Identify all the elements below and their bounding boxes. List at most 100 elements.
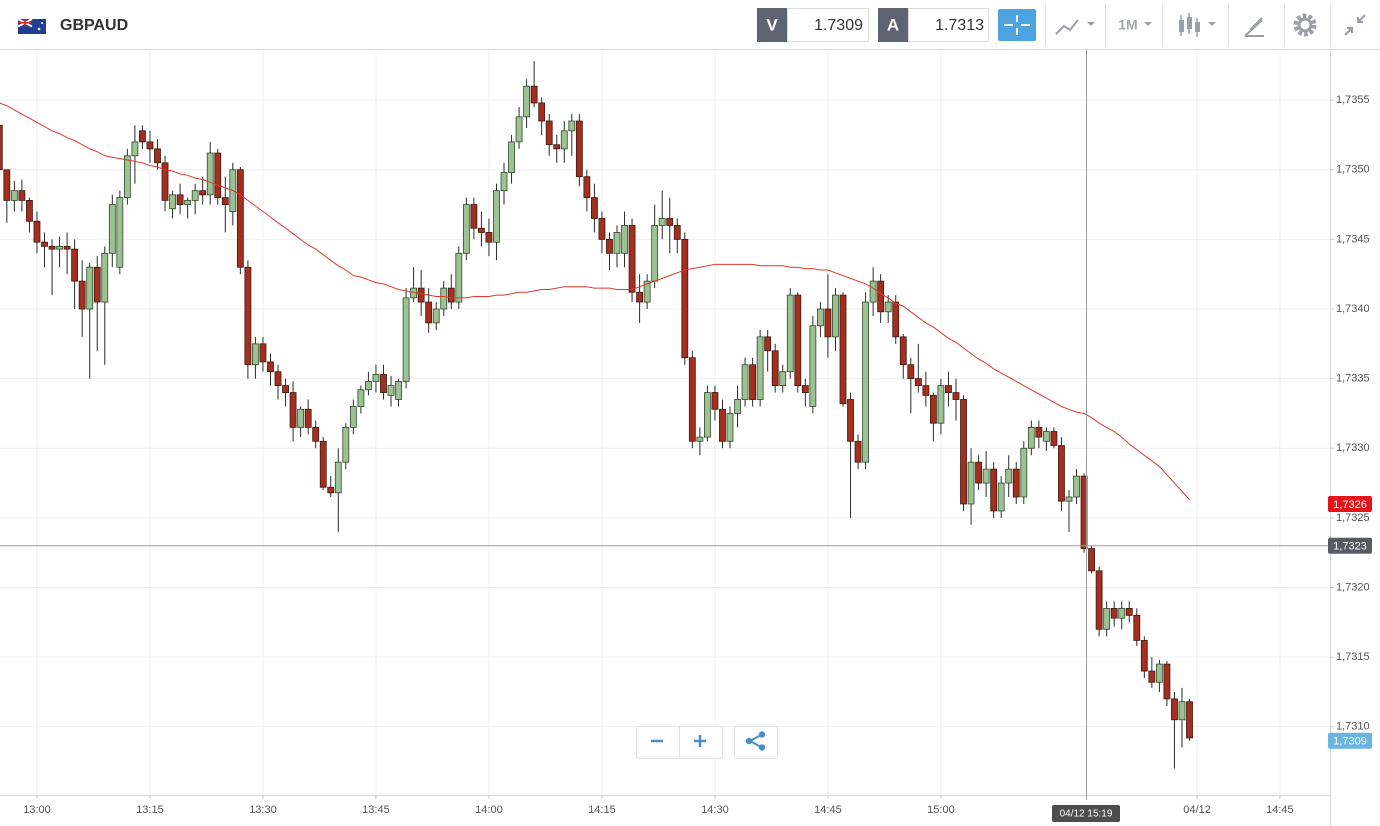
candle-body bbox=[48, 245, 56, 250]
candle-body bbox=[116, 197, 124, 268]
candle-body bbox=[402, 297, 410, 382]
candle-body bbox=[86, 266, 94, 310]
candle-body bbox=[71, 248, 79, 282]
candle-body bbox=[252, 343, 259, 366]
timeframe-button[interactable]: 1M bbox=[1118, 17, 1152, 33]
bid-label: V bbox=[766, 15, 778, 34]
candle-body bbox=[10, 190, 18, 201]
share-button[interactable] bbox=[734, 726, 778, 759]
crosshair-button[interactable] bbox=[998, 9, 1036, 41]
overlay: 1,7310 1,7315 1,7320 1,7325 1,7330 1,7335 1,73… bbox=[0, 50, 1372, 822]
candle-body bbox=[1058, 445, 1065, 502]
candle-body bbox=[673, 225, 681, 240]
price-tag-label: 1,7326 bbox=[1333, 499, 1367, 511]
candle-body bbox=[1171, 698, 1178, 721]
candle-body bbox=[1080, 475, 1088, 549]
candle-body bbox=[553, 144, 561, 150]
candle-body bbox=[123, 155, 131, 199]
candle-body bbox=[862, 301, 869, 463]
zoom-in-button[interactable] bbox=[694, 735, 706, 747]
y-tick-label: 1,7330 bbox=[1336, 442, 1370, 454]
candle-body bbox=[1163, 663, 1171, 700]
candle-body bbox=[139, 130, 146, 143]
symbol: GBPAUD bbox=[60, 17, 128, 34]
candle-body bbox=[990, 468, 998, 512]
candle-body bbox=[447, 287, 455, 303]
candle-body bbox=[1148, 670, 1156, 683]
candle-body bbox=[967, 461, 975, 505]
ask-badge bbox=[878, 8, 908, 42]
candle-body bbox=[267, 361, 274, 373]
x-tick-label: 13:00 bbox=[23, 804, 51, 816]
candle-body bbox=[365, 381, 372, 391]
price-tag-label: 1,7309 bbox=[1333, 736, 1367, 748]
x-tick-label: 13:15 bbox=[136, 804, 164, 816]
candle-body bbox=[779, 371, 787, 386]
candle-body bbox=[1065, 496, 1073, 502]
y-tick-label: 1,7320 bbox=[1336, 581, 1370, 593]
candle-body bbox=[960, 399, 967, 505]
candle-body bbox=[756, 336, 764, 400]
x-tick-label: 13:30 bbox=[249, 804, 277, 816]
candle-body bbox=[1125, 608, 1133, 616]
flag-icon bbox=[17, 18, 46, 34]
candle-body bbox=[1178, 701, 1186, 721]
settings-button[interactable] bbox=[1293, 13, 1317, 37]
ask-label: A bbox=[887, 15, 899, 34]
indicators-button[interactable] bbox=[1055, 19, 1095, 35]
candle-body bbox=[259, 343, 267, 363]
candle-body bbox=[1118, 608, 1126, 619]
candle-body bbox=[417, 287, 425, 303]
candle-body bbox=[236, 169, 244, 268]
candle-body bbox=[372, 374, 380, 382]
bid-badge bbox=[757, 8, 787, 42]
candle-body bbox=[982, 468, 990, 484]
collapse-button[interactable] bbox=[1344, 14, 1366, 36]
candle-body bbox=[304, 408, 312, 428]
candle-body bbox=[387, 385, 395, 396]
candle-body bbox=[801, 385, 809, 393]
timeframe[interactable]: 1M bbox=[1118, 17, 1137, 33]
candle-body bbox=[440, 287, 448, 310]
chart-type-button[interactable] bbox=[1179, 13, 1216, 37]
candle-body bbox=[839, 294, 847, 405]
x-tick-label: 14:45 bbox=[1266, 804, 1294, 816]
y-tick-label: 1,7345 bbox=[1336, 233, 1370, 245]
x-tick-label: 13:45 bbox=[362, 804, 390, 816]
candle-body bbox=[214, 152, 222, 199]
candle-body bbox=[154, 148, 161, 164]
y-tick-label: 1,7340 bbox=[1336, 303, 1370, 315]
candle-body bbox=[470, 204, 478, 229]
ask-price: 1.7313 bbox=[935, 17, 984, 34]
x-tick-label: 14:00 bbox=[475, 804, 503, 816]
candle-body bbox=[1050, 431, 1058, 446]
candle-body bbox=[786, 294, 794, 373]
toolbar bbox=[0, 0, 1380, 49]
y-tick-label: 1,7335 bbox=[1336, 373, 1370, 385]
candle-body bbox=[711, 392, 719, 410]
candle-body bbox=[1042, 431, 1050, 442]
candle-body bbox=[1186, 701, 1193, 739]
candle-body bbox=[319, 440, 327, 488]
candle-body bbox=[342, 426, 350, 463]
candle-body bbox=[1110, 608, 1118, 619]
x-tick-label: 15:00 bbox=[927, 804, 955, 816]
drawing-button[interactable] bbox=[1244, 17, 1264, 37]
candle-body bbox=[809, 325, 817, 407]
candle-body bbox=[108, 204, 116, 254]
candle-body bbox=[3, 169, 11, 201]
candle-body bbox=[515, 116, 523, 143]
candle-body bbox=[289, 392, 297, 428]
candle-body bbox=[621, 225, 628, 254]
price-tag bbox=[1328, 732, 1372, 749]
candle-body bbox=[591, 197, 598, 219]
y-tick-label: 1,7355 bbox=[1336, 94, 1370, 106]
candle-body bbox=[726, 413, 734, 442]
candle-body bbox=[899, 336, 907, 366]
candle-body bbox=[704, 392, 711, 438]
y-tick-label: 1,7325 bbox=[1336, 512, 1370, 524]
candle-body bbox=[1088, 548, 1095, 572]
candle-body bbox=[922, 385, 930, 396]
candle-body bbox=[613, 232, 621, 254]
candle-body bbox=[478, 227, 485, 233]
